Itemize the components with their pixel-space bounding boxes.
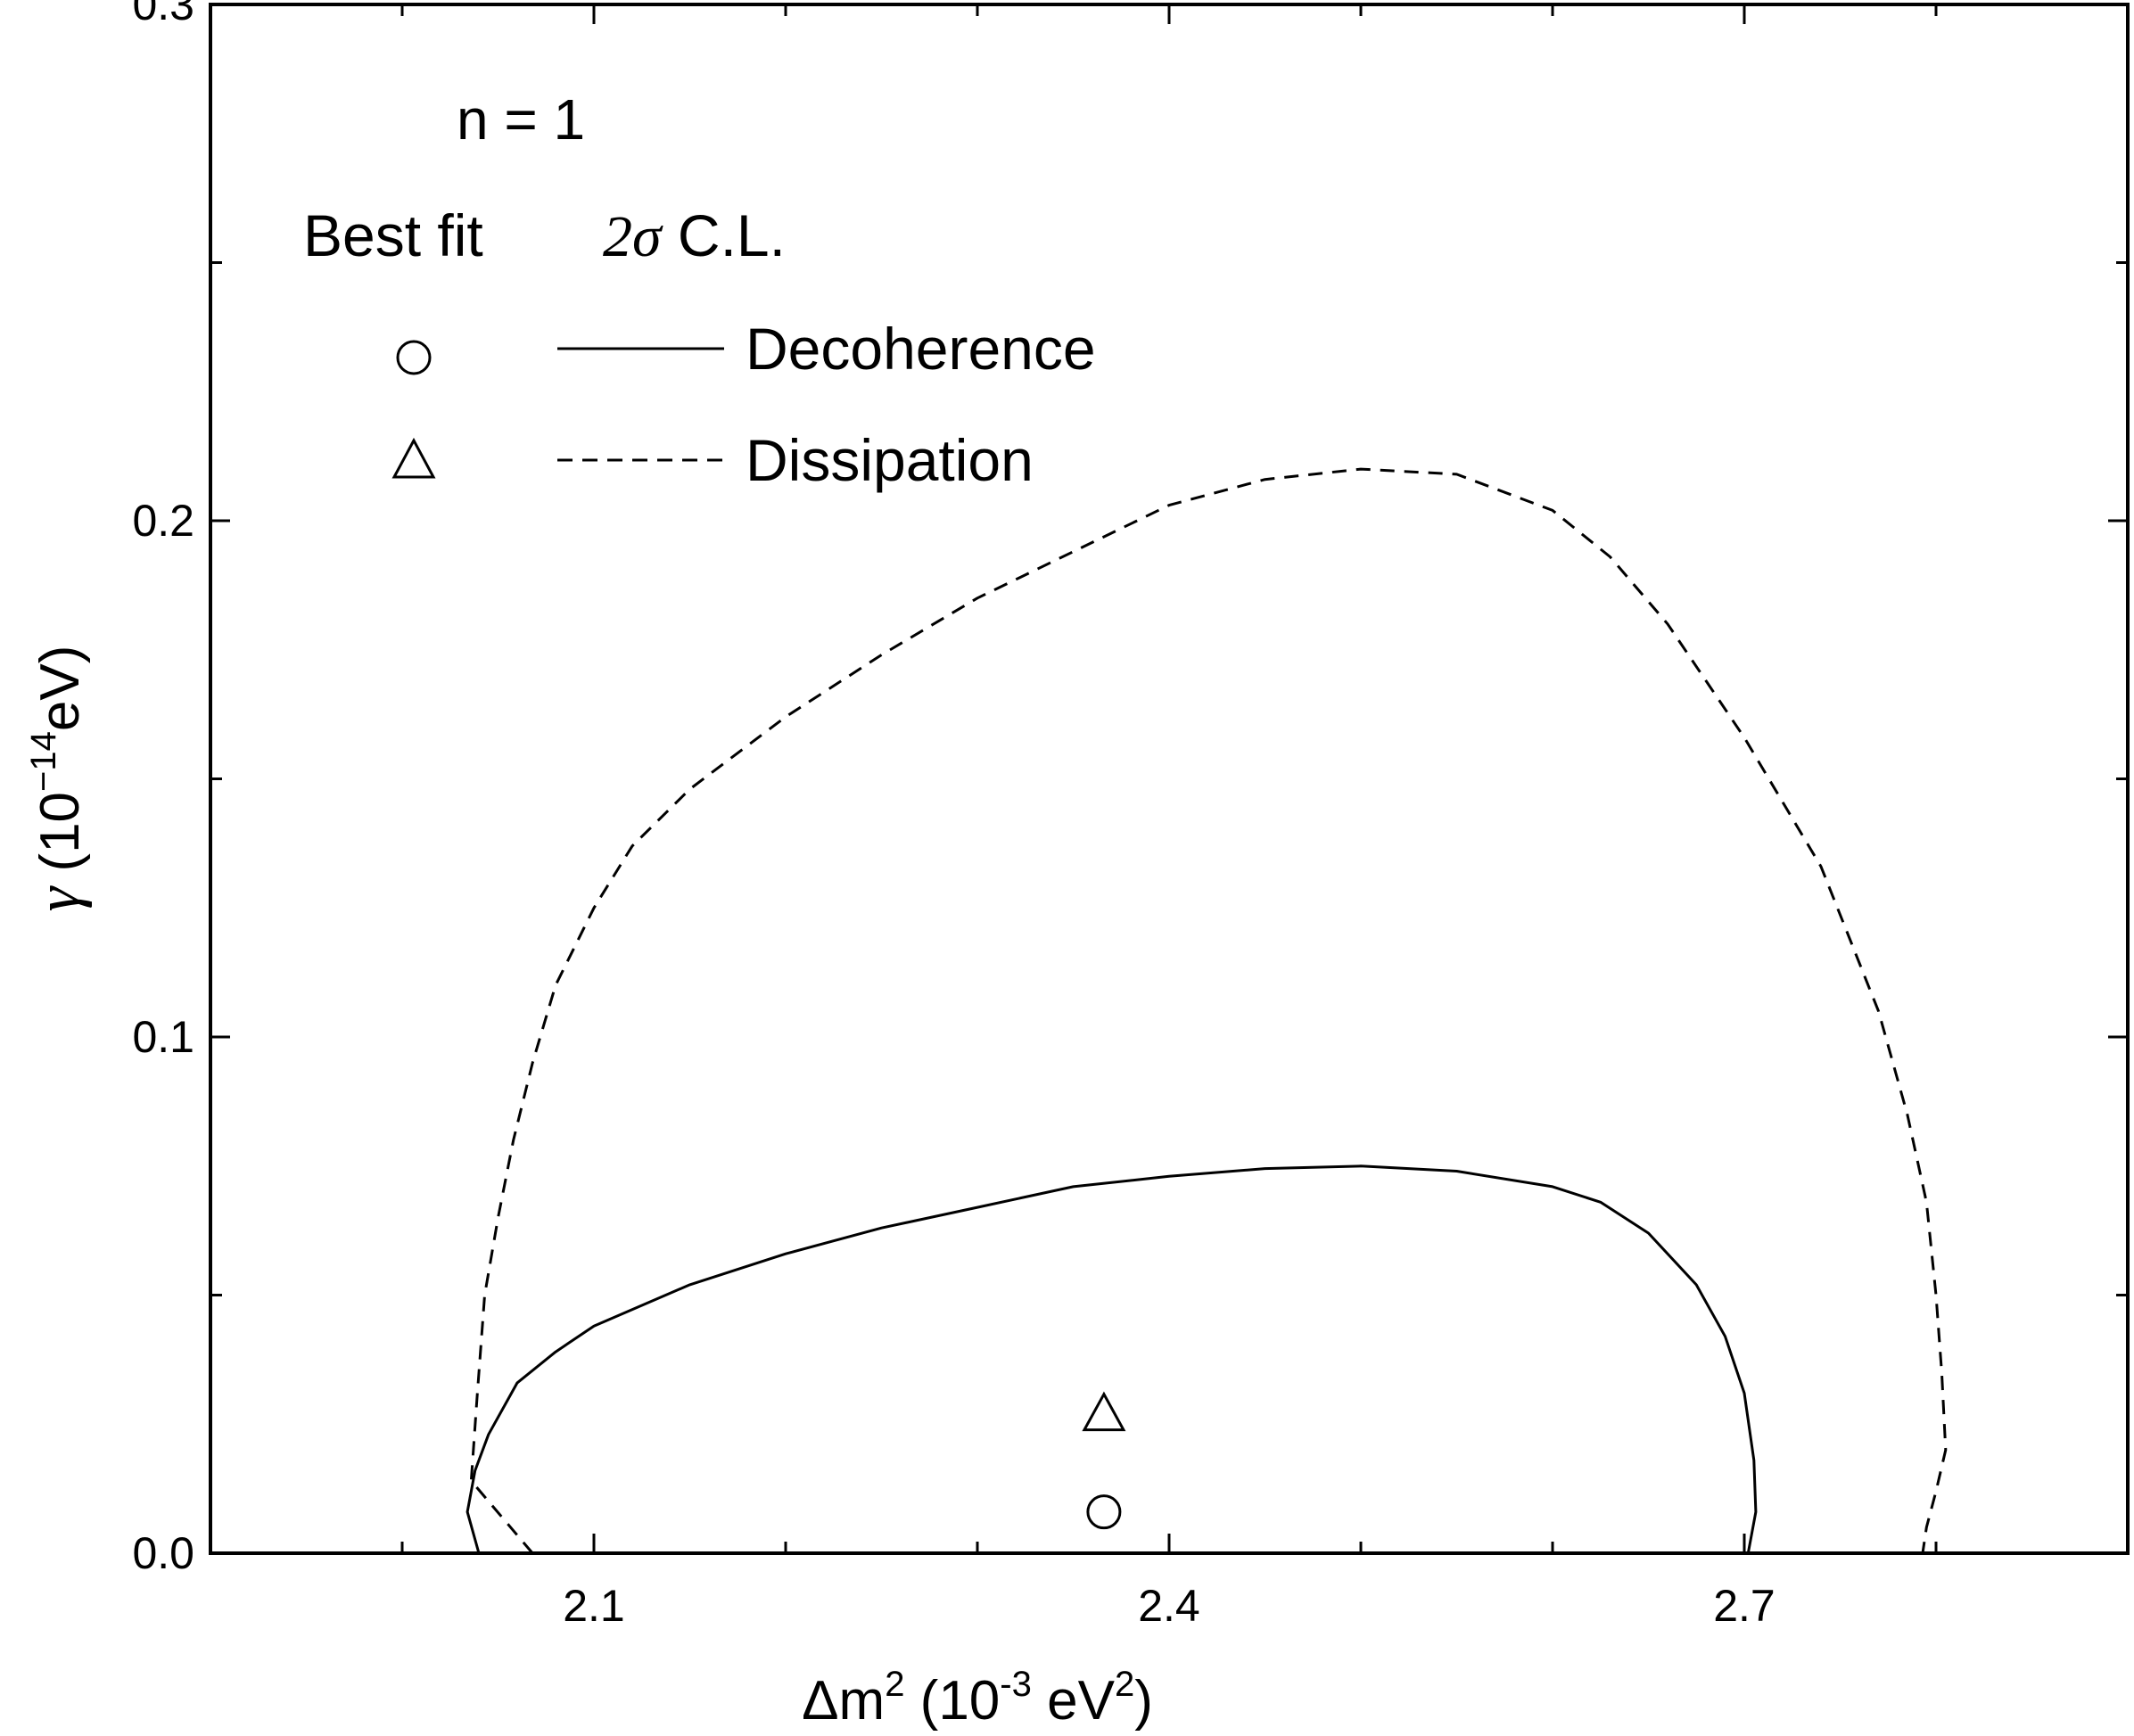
axis-ticks: 2.1 2.4 2.7 0.0 0.1 0.2 0.3 xyxy=(132,0,2128,1631)
y-axis-title-middle: (10 xyxy=(29,792,91,887)
x-axis-title-sup1: 2 xyxy=(885,1665,904,1704)
x-axis-title-middle2: eV xyxy=(1032,1670,1116,1732)
x-axis-title-sup2: -3 xyxy=(1000,1665,1032,1704)
legend-cl-text: C.L. xyxy=(662,202,786,268)
y-axis-title-symbol: γ xyxy=(24,884,93,911)
legend-cl-symbol: 2σ xyxy=(603,204,663,269)
legend-decoherence-marker xyxy=(396,340,432,375)
y-tick-label: 0.0 xyxy=(132,1528,194,1578)
series-decoherence-curve xyxy=(466,1164,1758,1555)
x-axis-title-suffix: ) xyxy=(1134,1670,1153,1732)
x-axis-title-middle: (10 xyxy=(904,1670,1000,1732)
legend-best-fit-header: Best fit xyxy=(303,202,483,268)
legend-cl-header: 2σ C.L. xyxy=(603,202,786,269)
x-axis-title-prefix: Δm xyxy=(802,1670,885,1732)
legend-dissipation-label: Dissipation xyxy=(746,427,1034,493)
y-tick-label: 0.3 xyxy=(132,0,194,29)
best-fit-decoherence-circle xyxy=(1086,1494,1122,1530)
y-axis-title: γ (10−14eV) xyxy=(24,646,93,912)
y-axis-title-sup: −14 xyxy=(24,731,63,792)
x-axis-title: Δm2 (10-3 eV2) xyxy=(802,1665,1153,1732)
legend-decoherence-label: Decoherence xyxy=(746,316,1096,382)
series-dissipation-curve xyxy=(469,467,1948,1554)
best-fit-markers xyxy=(1082,1391,1126,1530)
x-tick-label: 2.4 xyxy=(1138,1581,1200,1631)
legend-dissipation-marker xyxy=(391,437,436,479)
n-annotation: n = 1 xyxy=(457,87,585,152)
best-fit-dissipation-triangle xyxy=(1082,1391,1126,1432)
plot-frame xyxy=(209,3,2130,1555)
x-tick-label: 2.1 xyxy=(563,1581,625,1631)
y-tick-label: 0.2 xyxy=(132,496,194,546)
legend: Best fit 2σ C.L. Decoherence Dissipation xyxy=(303,202,1096,493)
y-tick-label: 0.1 xyxy=(132,1012,194,1062)
x-axis-title-sup3: 2 xyxy=(1115,1665,1134,1704)
series-layer xyxy=(466,467,1948,1555)
x-tick-label: 2.7 xyxy=(1713,1581,1776,1631)
y-axis-title-suffix: eV) xyxy=(29,646,91,731)
